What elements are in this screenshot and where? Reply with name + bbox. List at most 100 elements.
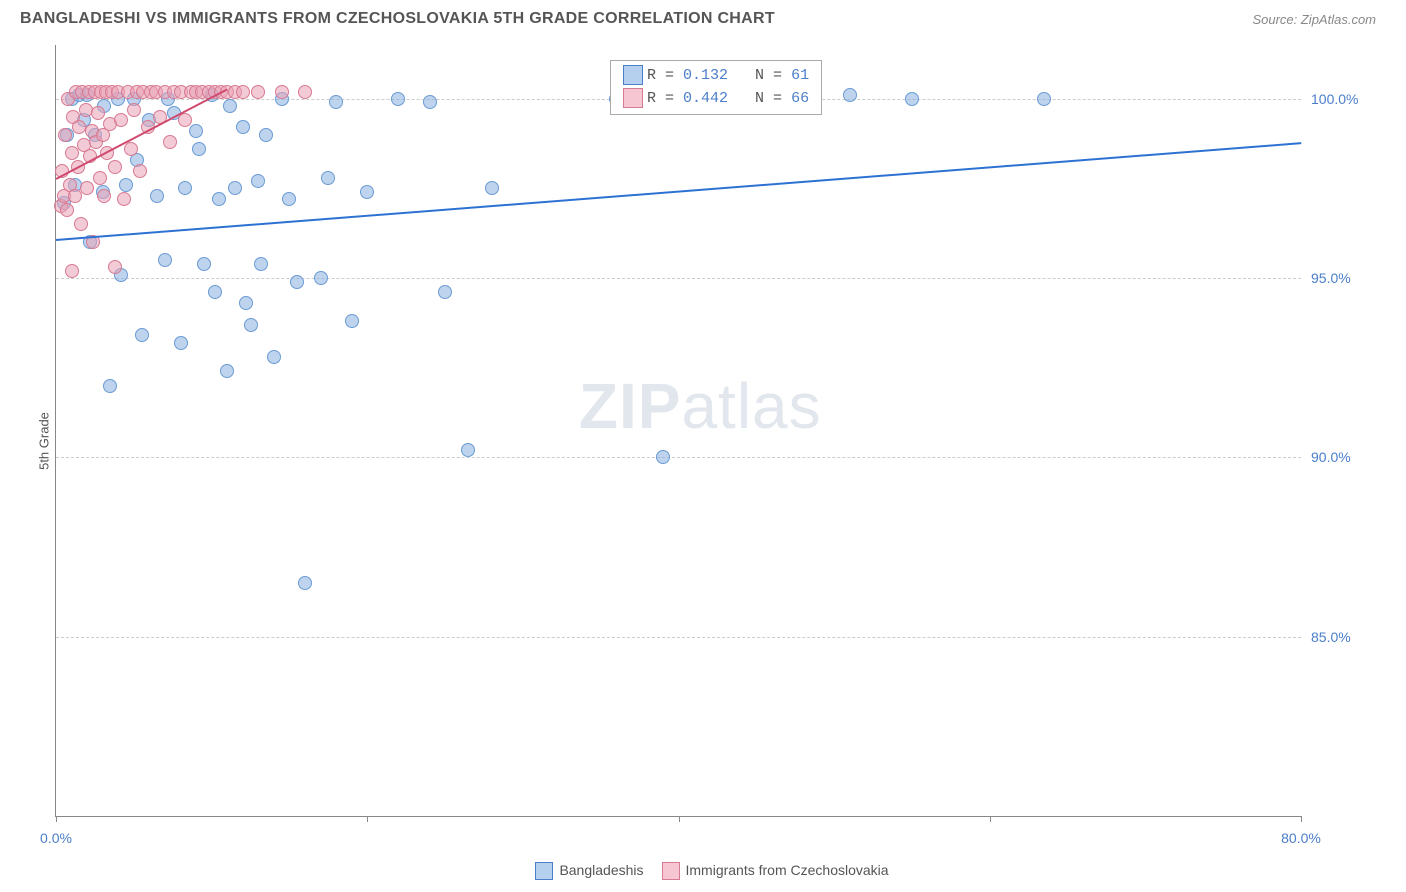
x-tick-label: 0.0%	[40, 830, 72, 846]
legend-swatch	[535, 862, 553, 880]
data-point	[208, 285, 222, 299]
data-point	[150, 189, 164, 203]
legend-r-label: R =	[647, 67, 683, 84]
legend-bottom: Bangladeshis Immigrants from Czechoslovak…	[0, 862, 1406, 880]
x-tick	[1301, 816, 1302, 822]
data-point	[321, 171, 335, 185]
data-point	[97, 189, 111, 203]
legend-stats: R = 0.132 N = 61R = 0.442 N = 66	[610, 60, 822, 115]
data-point	[108, 160, 122, 174]
data-point	[117, 192, 131, 206]
legend-n-value: 66	[791, 90, 809, 107]
data-point	[423, 95, 437, 109]
legend-swatch	[623, 65, 643, 85]
data-point	[314, 271, 328, 285]
data-point	[174, 336, 188, 350]
data-point	[114, 113, 128, 127]
x-tick	[990, 816, 991, 822]
source-label: Source: ZipAtlas.com	[1252, 12, 1376, 27]
data-point	[74, 217, 88, 231]
data-point	[905, 92, 919, 106]
data-point	[360, 185, 374, 199]
data-point	[329, 95, 343, 109]
legend-r-value: 0.442	[683, 90, 728, 107]
data-point	[197, 257, 211, 271]
chart-title: BANGLADESHI VS IMMIGRANTS FROM CZECHOSLO…	[20, 10, 775, 28]
data-point	[438, 285, 452, 299]
data-point	[251, 85, 265, 99]
y-tick-label: 100.0%	[1311, 91, 1381, 107]
y-tick-label: 95.0%	[1311, 270, 1381, 286]
data-point	[345, 314, 359, 328]
data-point	[93, 171, 107, 185]
data-point	[244, 318, 258, 332]
x-tick-label: 80.0%	[1281, 830, 1321, 846]
data-point	[103, 379, 117, 393]
data-point	[119, 178, 133, 192]
data-point	[133, 164, 147, 178]
data-point	[485, 181, 499, 195]
legend-n-label: N =	[728, 67, 791, 84]
data-point	[212, 192, 226, 206]
data-point	[220, 364, 234, 378]
data-point	[298, 576, 312, 590]
data-point	[65, 264, 79, 278]
y-tick-label: 85.0%	[1311, 629, 1381, 645]
y-tick-label: 90.0%	[1311, 449, 1381, 465]
data-point	[298, 85, 312, 99]
data-point	[178, 113, 192, 127]
data-point	[656, 450, 670, 464]
data-point	[236, 120, 250, 134]
data-point	[91, 106, 105, 120]
data-point	[178, 181, 192, 195]
legend-swatch	[662, 862, 680, 880]
data-point	[267, 350, 281, 364]
data-point	[189, 124, 203, 138]
data-point	[259, 128, 273, 142]
data-point	[251, 174, 265, 188]
data-point	[282, 192, 296, 206]
legend-row: R = 0.132 N = 61	[623, 65, 809, 88]
data-point	[228, 181, 242, 195]
data-point	[60, 203, 74, 217]
data-point	[254, 257, 268, 271]
chart-area: 5th Grade ZIPatlas 85.0%90.0%95.0%100.0%…	[20, 40, 1396, 842]
data-point	[192, 142, 206, 156]
data-point	[239, 296, 253, 310]
legend-r-value: 0.132	[683, 67, 728, 84]
watermark: ZIPatlas	[579, 369, 822, 443]
data-point	[135, 328, 149, 342]
data-point	[236, 85, 250, 99]
data-point	[275, 85, 289, 99]
chart-header: BANGLADESHI VS IMMIGRANTS FROM CZECHOSLO…	[0, 0, 1406, 33]
legend-row: R = 0.442 N = 66	[623, 88, 809, 111]
data-point	[158, 253, 172, 267]
x-tick	[679, 816, 680, 822]
legend-swatch	[623, 88, 643, 108]
data-point	[58, 128, 72, 142]
data-point	[124, 142, 138, 156]
data-point	[1037, 92, 1051, 106]
data-point	[80, 181, 94, 195]
gridline	[56, 278, 1301, 279]
y-axis-label: 5th Grade	[36, 412, 51, 470]
data-point	[843, 88, 857, 102]
legend-label: Bangladeshis	[559, 862, 643, 878]
gridline	[56, 457, 1301, 458]
data-point	[290, 275, 304, 289]
data-point	[108, 260, 122, 274]
data-point	[163, 135, 177, 149]
data-point	[461, 443, 475, 457]
x-tick	[367, 816, 368, 822]
data-point	[127, 103, 141, 117]
trend-line	[56, 142, 1301, 241]
data-point	[391, 92, 405, 106]
data-point	[223, 99, 237, 113]
legend-n-label: N =	[728, 90, 791, 107]
legend-label: Immigrants from Czechoslovakia	[686, 862, 889, 878]
legend-r-label: R =	[647, 90, 683, 107]
x-tick	[56, 816, 57, 822]
gridline	[56, 637, 1301, 638]
plot-region: ZIPatlas 85.0%90.0%95.0%100.0%0.0%80.0%R…	[55, 45, 1301, 817]
legend-n-value: 61	[791, 67, 809, 84]
